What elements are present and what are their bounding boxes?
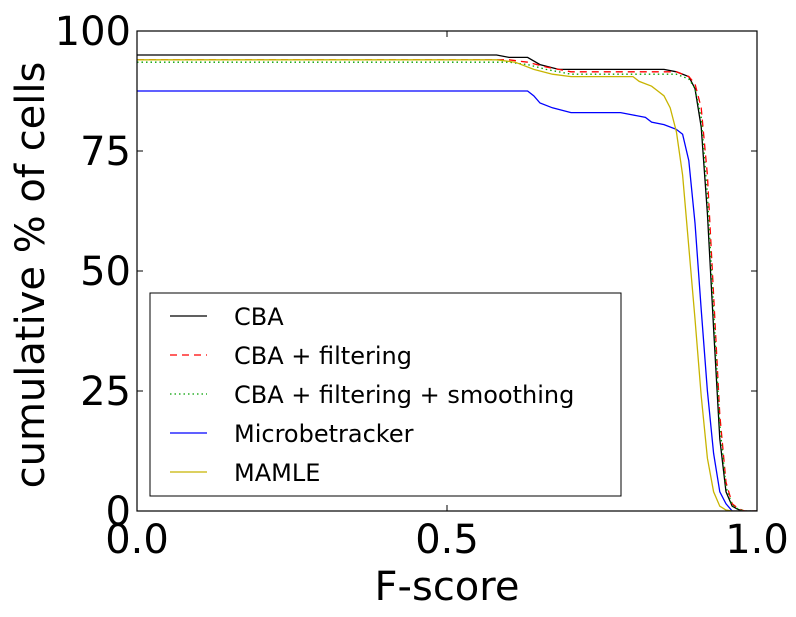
legend-label-2: CBA + filtering: [234, 342, 412, 370]
legend-label-3: CBA + filtering + smoothing: [234, 381, 574, 409]
x-tick-label: 0.5: [415, 517, 479, 563]
y-tick-label: 50: [80, 249, 131, 295]
y-tick-label: 75: [80, 129, 131, 175]
x-tick-label: 0.0: [105, 517, 169, 563]
legend-label-5: MAMLE: [234, 459, 320, 487]
series-line-4: [137, 90, 757, 511]
series-line-3: [137, 61, 757, 511]
legend-box: [149, 292, 622, 497]
series-line-1: [137, 54, 757, 511]
y-axis-title: cumulative % of cells: [8, 62, 54, 489]
y-tick-label: 25: [80, 369, 131, 415]
series-line-5: [137, 59, 757, 511]
x-axis-title: F-score: [375, 564, 520, 610]
y-tick-label: 100: [55, 9, 131, 55]
legend-label-4: Microbetracker: [234, 420, 414, 448]
y-tick-label: 0: [106, 489, 131, 535]
legend-label-1: CBA: [234, 303, 284, 331]
series-line-2: [137, 59, 757, 511]
x-tick-label: 1.0: [725, 517, 789, 563]
